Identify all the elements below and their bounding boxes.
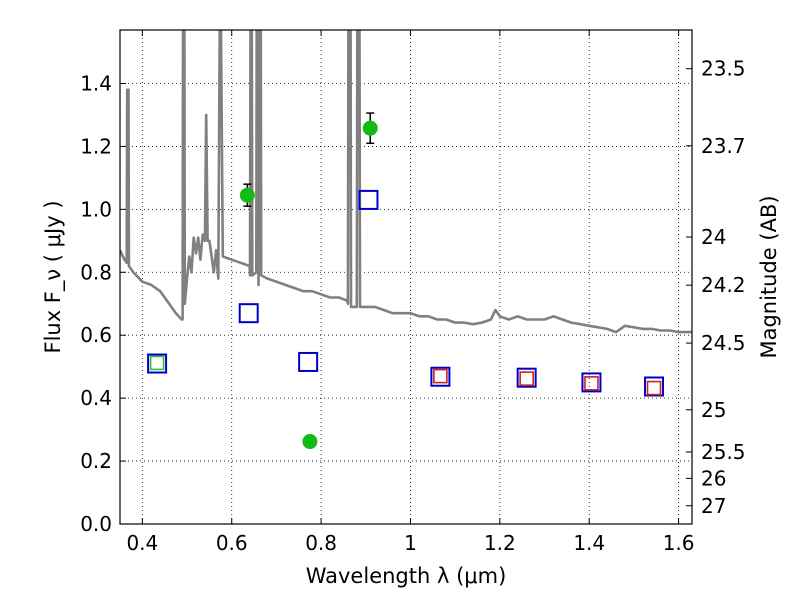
y-tick-label: 1.2 xyxy=(80,134,112,158)
right-tick-label: 25.5 xyxy=(701,440,746,464)
right-tick-label: 23.5 xyxy=(701,57,746,81)
model_blue-marker xyxy=(298,351,319,372)
x-tick-label: 0.6 xyxy=(216,531,248,555)
y-tick-label: 0.6 xyxy=(80,323,112,347)
model_blue-marker xyxy=(147,353,168,374)
y-axis-label: Flux F_ν ( μJy ) xyxy=(41,200,66,353)
axis-ticks: 0.4 0.6 0.8 1 1.2 1.4 1.6 0.0 0.2 0.4 0.6 0.8 1.0 1.2… xyxy=(80,30,746,555)
y-tick-label: 1.0 xyxy=(80,197,112,221)
x-tick-label: 1 xyxy=(404,531,417,555)
spectrum-series xyxy=(120,30,692,334)
y-tick-label: 0.4 xyxy=(80,386,112,410)
model_blue-marker xyxy=(238,303,259,324)
y-tick-label: 0.8 xyxy=(80,260,112,284)
model_red-marker xyxy=(433,368,448,384)
model_red-marker xyxy=(519,371,534,386)
right-tick-label: 23.7 xyxy=(701,134,746,158)
model_blue-marker xyxy=(581,372,602,393)
right-tick-label: 24.5 xyxy=(701,331,746,355)
measured-point xyxy=(362,120,378,136)
model_red-marker xyxy=(584,376,599,391)
right-tick-label: 26 xyxy=(701,466,726,490)
measured-point xyxy=(239,187,255,203)
x-tick-label: 1.4 xyxy=(573,531,605,555)
right-tick-label: 24.2 xyxy=(701,273,746,297)
photometry-markers xyxy=(147,112,665,450)
x-tick-label: 1.6 xyxy=(663,531,695,555)
model_blue-marker xyxy=(358,189,379,210)
model_blue-marker xyxy=(644,376,665,397)
y-tick-label: 0.0 xyxy=(80,512,112,536)
y-axis-label-right: Magnitude (AB) xyxy=(757,195,781,358)
right-tick-label: 24 xyxy=(701,225,726,249)
model_green-marker xyxy=(149,355,165,371)
plot-frame xyxy=(119,29,693,525)
spectrum-line xyxy=(120,30,692,334)
x-tick-label: 0.8 xyxy=(305,531,337,555)
y-tick-label: 0.2 xyxy=(80,449,112,473)
measured-point xyxy=(302,434,318,450)
x-axis-label: Wavelength λ (μm) xyxy=(306,564,507,588)
x-tick-label: 0.4 xyxy=(126,531,158,555)
x-tick-label: 1.2 xyxy=(484,531,516,555)
model_blue-marker xyxy=(430,366,451,387)
right-tick-label: 27 xyxy=(701,494,726,518)
y-tick-label: 1.4 xyxy=(80,71,112,95)
right-tick-label: 25 xyxy=(701,398,726,422)
model_blue-marker xyxy=(516,367,537,388)
model_red-marker xyxy=(646,380,662,396)
grid xyxy=(120,30,692,525)
